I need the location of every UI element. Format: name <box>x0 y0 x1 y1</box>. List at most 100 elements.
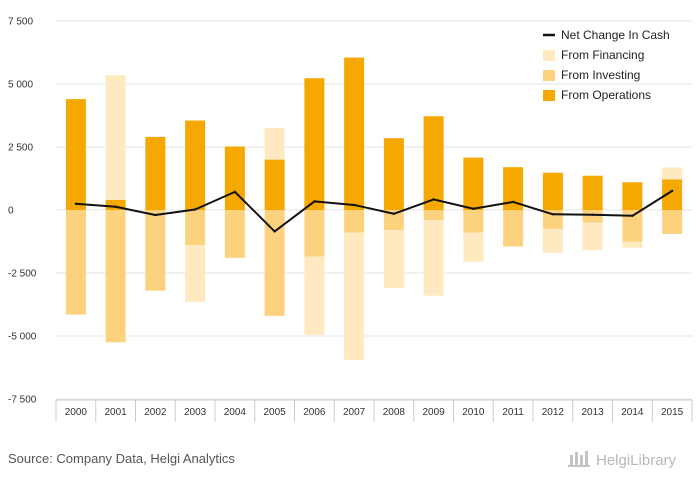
x-tick-label-2005: 2005 <box>264 407 287 418</box>
bars <box>65 57 683 360</box>
bar-from-investing-2004 <box>224 210 245 258</box>
bar-from-operations-2008 <box>383 138 404 210</box>
net-change-point-2012 <box>551 213 555 216</box>
bar-from-investing-2005 <box>264 210 285 316</box>
bar-from-operations-2002 <box>145 136 166 210</box>
bar-from-financing-2003 <box>185 245 206 302</box>
bar-from-investing-2006 <box>304 210 325 257</box>
legend-swatch-from-investing <box>543 70 555 81</box>
x-tick-label-2003: 2003 <box>184 407 207 418</box>
x-tick-label-2008: 2008 <box>383 407 406 418</box>
net-change-point-2014 <box>631 214 634 217</box>
legend-label-from-financing: From Financing <box>561 48 644 62</box>
bar-from-financing-2015 <box>662 167 683 180</box>
bar-from-operations-2014 <box>622 182 643 210</box>
x-tick-label-2002: 2002 <box>144 407 167 418</box>
bar-from-investing-2003 <box>185 210 206 246</box>
y-tick-label: 0 <box>8 206 14 217</box>
bar-from-investing-2008 <box>383 210 404 231</box>
net-change-point-2003 <box>193 208 197 211</box>
legend-swatch-from-financing <box>543 50 555 61</box>
bar-from-financing-2007 <box>344 232 365 360</box>
bar-from-financing-2009 <box>423 220 444 296</box>
x-axis: 2000 2001 2002 2003 2004 2005 2006 2007 2008 2009… <box>55 399 693 422</box>
y-tick-label: 7 500 <box>8 17 33 28</box>
bar-from-operations-2012 <box>542 172 563 210</box>
bar-from-investing-2011 <box>503 210 524 247</box>
helgi-logo: HelgiLibrary <box>568 451 677 469</box>
x-tick-label-2012: 2012 <box>542 407 565 418</box>
x-tick-label-2007: 2007 <box>343 407 366 418</box>
bar-from-operations-2006 <box>304 78 325 210</box>
bar-from-financing-2005 <box>264 128 285 160</box>
x-tick-label-2010: 2010 <box>462 407 485 418</box>
y-tick-label: 2 500 <box>8 143 33 154</box>
x-tick-label-2015: 2015 <box>661 407 684 418</box>
source-note: Source: Company Data, Helgi Analytics <box>8 451 235 466</box>
net-change-point-2006 <box>313 200 316 203</box>
x-tick-label-2004: 2004 <box>224 407 247 418</box>
footer: Source: Company Data, Helgi Analytics He… <box>8 451 677 469</box>
bar-from-operations-2003 <box>185 120 206 210</box>
bar-from-investing-2013 <box>582 210 603 223</box>
bar-from-investing-2007 <box>344 210 365 233</box>
bar-from-investing-2001 <box>105 210 126 343</box>
bar-from-operations-2007 <box>344 57 365 210</box>
bar-from-investing-2002 <box>145 210 166 291</box>
net-change-point-2013 <box>591 213 594 216</box>
bar-from-investing-2009 <box>423 210 444 221</box>
bar-from-operations-2009 <box>423 116 444 210</box>
net-change-point-2002 <box>154 213 157 217</box>
legend-label-from-investing: From Investing <box>561 68 640 82</box>
bar-from-investing-2010 <box>463 210 484 233</box>
x-tick-label-2014: 2014 <box>621 407 644 418</box>
brand-name: HelgiLibrary <box>596 452 677 469</box>
bar-from-financing-2008 <box>383 230 404 289</box>
x-tick-label-2013: 2013 <box>582 407 605 418</box>
y-axis-ticks: 7 500 5 000 2 500 0 -2 500 -5 000 -7 500 <box>8 17 37 406</box>
net-change-line-group <box>74 189 674 233</box>
legend: Net Change In Cash From Financing From Inv… <box>543 28 670 102</box>
bar-from-investing-2014 <box>622 210 643 242</box>
y-tick-label: -2 500 <box>8 269 37 280</box>
y-tick-label: -5 000 <box>8 332 37 343</box>
x-tick-label-2011: 2011 <box>502 407 524 418</box>
net-change-line <box>75 190 673 233</box>
y-tick-label: -7 500 <box>8 395 37 406</box>
x-tick-label-2000: 2000 <box>65 407 88 418</box>
net-change-point-2004 <box>233 190 237 194</box>
net-change-point-2009 <box>432 198 435 201</box>
bar-from-financing-2010 <box>463 232 484 262</box>
legend-label-from-operations: From Operations <box>561 88 651 102</box>
bar-from-financing-2013 <box>582 222 603 251</box>
y-tick-label: 5 000 <box>8 80 33 91</box>
bar-from-financing-2001 <box>105 75 126 200</box>
x-tick-label-2009: 2009 <box>423 407 446 418</box>
bar-from-operations-2005 <box>264 159 285 210</box>
bar-from-financing-2014 <box>622 241 643 248</box>
bar-from-financing-2006 <box>304 256 325 335</box>
net-change-point-2008 <box>392 212 396 215</box>
net-change-point-2005 <box>273 230 276 233</box>
bar-from-operations-2000 <box>65 99 86 210</box>
bar-from-operations-2010 <box>463 157 484 210</box>
bar-from-operations-2001 <box>105 199 126 210</box>
net-change-point-2000 <box>74 202 78 205</box>
legend-label-net-change-in-cash: Net Change In Cash <box>561 28 670 42</box>
legend-swatch-from-operations <box>543 90 555 101</box>
bar-from-investing-2015 <box>662 210 683 234</box>
x-tick-label-2006: 2006 <box>303 407 326 418</box>
net-change-point-2011 <box>511 200 515 204</box>
bar-from-operations-2015 <box>662 179 683 210</box>
bar-from-investing-2000 <box>65 210 86 315</box>
bar-from-operations-2011 <box>503 167 524 210</box>
net-change-point-2001 <box>114 205 117 208</box>
library-icon <box>568 451 590 467</box>
net-change-point-2007 <box>352 203 356 207</box>
x-tick-label-2001: 2001 <box>105 407 128 418</box>
bar-from-operations-2013 <box>582 175 603 210</box>
net-change-point-2015 <box>670 189 674 193</box>
net-change-point-2010 <box>472 207 475 210</box>
